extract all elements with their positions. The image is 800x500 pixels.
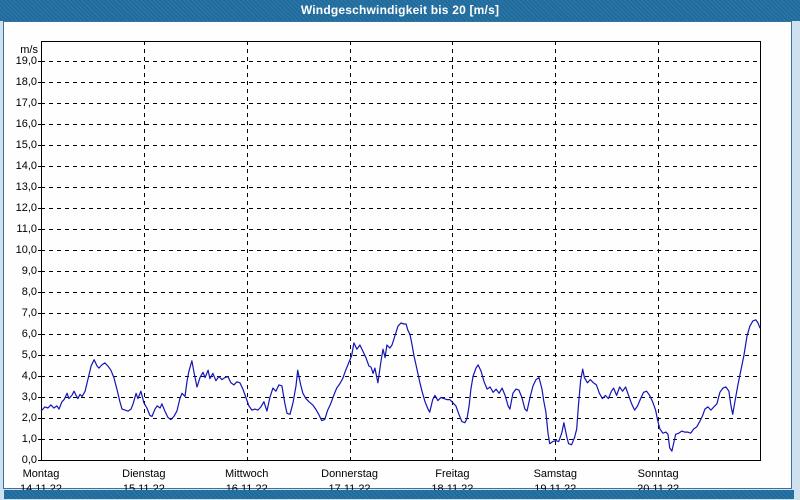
day-name-label: Montag [22, 468, 60, 480]
wind-speed-series-line [40, 319, 761, 452]
y-axis-tick-label: 10,0 [15, 244, 37, 256]
y-axis-tick-label: 11,0 [16, 223, 37, 235]
y-axis-tick-label: 17,0 [15, 97, 37, 109]
y-axis-tick-label: 5,0 [21, 349, 37, 361]
wind-speed-line-chart [38, 41, 761, 464]
window-bottom-bar [4, 490, 794, 499]
day-name-label: Donnerstag [321, 468, 378, 480]
y-axis-tick-label: 2,0 [21, 412, 37, 424]
day-name-label: Mittwoch [225, 468, 269, 480]
day-name-label: Sonntag [637, 468, 679, 480]
y-axis-tick-label: 19,0 [15, 55, 37, 67]
window-title-bar: Windgeschwindigkeit bis 20 [m/s] [0, 0, 800, 21]
y-axis-unit-label: m/s [20, 44, 38, 56]
y-axis-tick-label: 15,0 [15, 139, 37, 151]
y-axis-tick-label: 14,0 [15, 160, 37, 172]
y-axis-tick-label: 13,0 [15, 181, 37, 193]
y-axis-tick-label: 4,0 [21, 370, 37, 382]
y-axis-tick-label: 16,0 [15, 118, 37, 130]
day-name-label: Freitag [435, 468, 470, 480]
day-name-label: Dienstag [122, 468, 166, 480]
page-title: Windgeschwindigkeit bis 20 [m/s] [300, 3, 500, 17]
chart-panel: m/s 19,0 18,0 17,0 16,0 15,0 14,0 13,0 12,0 11,0… [3, 21, 792, 495]
y-axis-tick-label: 6,0 [21, 328, 37, 340]
day-name-label: Samstag [533, 468, 577, 480]
y-axis-tick-label: 9,0 [21, 265, 37, 277]
y-axis-tick-label: 1,0 [21, 433, 37, 445]
y-axis-tick-label: 0,0 [21, 454, 37, 466]
y-axis-tick-label: 3,0 [21, 391, 37, 403]
y-axis-tick-label: 7,0 [21, 307, 37, 319]
y-axis-tick-label: 8,0 [21, 286, 37, 298]
y-axis-tick-label: 12,0 [15, 202, 37, 214]
plot-frame [41, 41, 761, 461]
y-axis-tick-label: 18,0 [15, 76, 37, 88]
